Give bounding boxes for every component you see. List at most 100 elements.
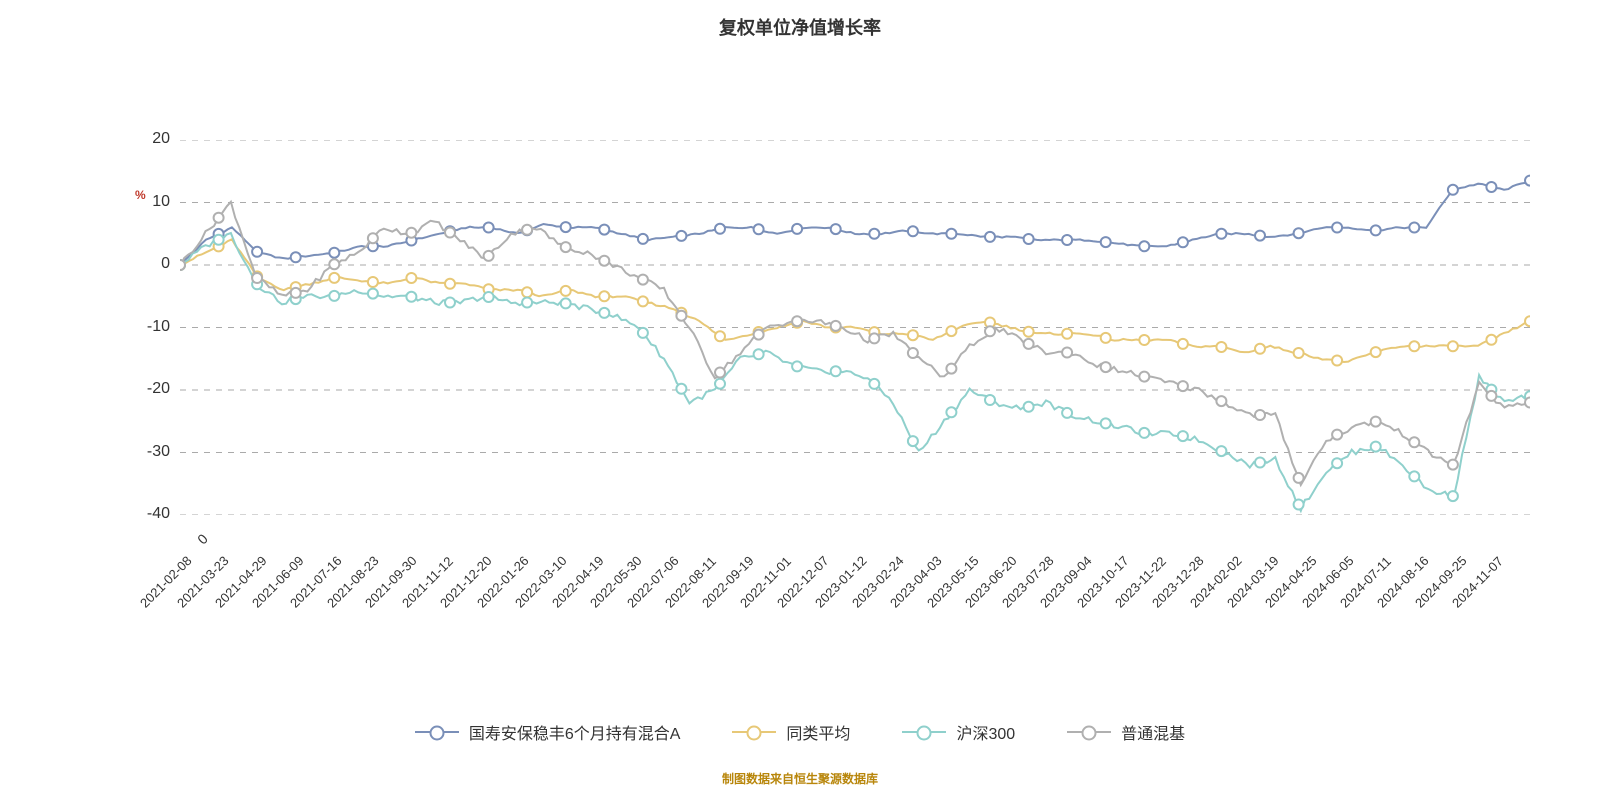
legend-label: 沪深300 [956, 720, 1015, 744]
series-marker [599, 291, 609, 301]
series-marker [406, 292, 416, 302]
series-marker [1371, 417, 1381, 427]
series-marker [792, 361, 802, 371]
series-marker [1101, 333, 1111, 343]
series-marker [1294, 473, 1304, 483]
series-marker [522, 287, 532, 297]
series-marker [1216, 446, 1226, 456]
series-marker [1332, 223, 1342, 233]
series-marker [715, 379, 725, 389]
series-marker [1062, 408, 1072, 418]
series-marker [1216, 342, 1226, 352]
x-origin-label: 0 [194, 530, 211, 547]
series-marker [1486, 335, 1496, 345]
series-marker [638, 275, 648, 285]
y-tick-label: -40 [130, 505, 170, 523]
series-marker [1062, 235, 1072, 245]
series-marker [715, 224, 725, 234]
series-marker [908, 436, 918, 446]
series-marker [1371, 442, 1381, 452]
series-marker [1486, 182, 1496, 192]
series-marker [946, 326, 956, 336]
series-marker [985, 326, 995, 336]
series-marker [368, 233, 378, 243]
series-marker [599, 225, 609, 235]
series-marker [252, 273, 262, 283]
series-marker [1139, 372, 1149, 382]
chart-footnote: 制图数据来自恒生聚源数据库 [0, 770, 1600, 787]
series-marker [1024, 234, 1034, 244]
legend-label: 国寿安保稳丰6个月持有混合A [469, 720, 681, 744]
legend-swatch [732, 731, 776, 733]
series-marker [1178, 381, 1188, 391]
series-marker [792, 316, 802, 326]
series-line [180, 233, 1530, 511]
y-tick-label: 0 [130, 255, 170, 273]
series-marker [1062, 348, 1072, 358]
chart-title: 复权单位净值增长率 [0, 0, 1600, 40]
y-tick-label: -20 [130, 380, 170, 398]
series-marker [1139, 335, 1149, 345]
series-marker [214, 213, 224, 223]
legend-swatch [415, 731, 459, 733]
series-marker [638, 296, 648, 306]
series-marker [1448, 341, 1458, 351]
series-marker [329, 273, 339, 283]
y-tick-label: 20 [130, 130, 170, 148]
series-marker [1294, 500, 1304, 510]
series-marker [1101, 418, 1111, 428]
series-marker [1024, 402, 1034, 412]
series-marker [522, 298, 532, 308]
series-marker [1178, 431, 1188, 441]
series-marker [676, 311, 686, 321]
legend-item: 普通混基 [1067, 720, 1185, 744]
series-marker [946, 229, 956, 239]
series-marker [445, 279, 455, 289]
series-marker [1178, 339, 1188, 349]
series-marker [1024, 327, 1034, 337]
series-marker [1525, 316, 1530, 326]
series-marker [329, 259, 339, 269]
series-marker [676, 384, 686, 394]
legend-swatch [902, 731, 946, 733]
series-marker [561, 298, 571, 308]
series-marker [329, 248, 339, 258]
series-marker [1409, 341, 1419, 351]
series-marker [715, 368, 725, 378]
series-marker [1448, 460, 1458, 470]
series-marker [831, 224, 841, 234]
series-marker [1332, 356, 1342, 366]
series-marker [599, 256, 609, 266]
series-marker [1409, 471, 1419, 481]
series-marker [869, 333, 879, 343]
series-marker [1255, 458, 1265, 468]
series-marker [1178, 237, 1188, 247]
series-marker [1255, 231, 1265, 241]
legend-item: 同类平均 [732, 720, 850, 744]
series-marker [445, 228, 455, 238]
series-marker [214, 235, 224, 245]
series-marker [1525, 398, 1530, 408]
series-marker [1294, 348, 1304, 358]
series-marker [754, 330, 764, 340]
series-marker [908, 348, 918, 358]
series-marker [561, 286, 571, 296]
series-marker [869, 379, 879, 389]
y-tick-label: -30 [130, 443, 170, 461]
series-marker [368, 289, 378, 299]
series-marker [676, 231, 686, 241]
series-marker [329, 291, 339, 301]
series-marker [1486, 391, 1496, 401]
series-marker [1139, 428, 1149, 438]
series-marker [946, 407, 956, 417]
series-marker [1332, 458, 1342, 468]
series-marker [908, 226, 918, 236]
series-marker [1216, 396, 1226, 406]
legend-label: 普通混基 [1121, 720, 1185, 744]
series-marker [1139, 241, 1149, 251]
chart-container: -40-30-20-1001020 % 02021-02-082021-03-2… [0, 40, 1600, 640]
series-marker [1525, 176, 1530, 186]
series-marker [1255, 410, 1265, 420]
series-marker [561, 242, 571, 252]
series-marker [1332, 430, 1342, 440]
